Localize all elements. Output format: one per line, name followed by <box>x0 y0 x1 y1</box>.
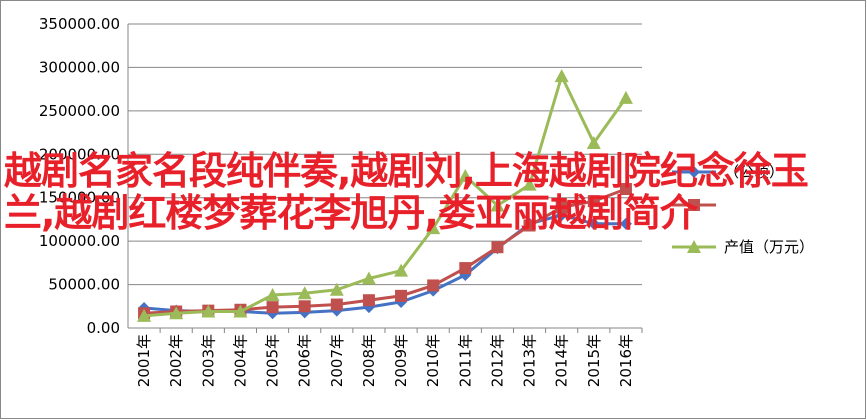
y-tick-label: 0.00 <box>87 319 120 337</box>
x-tick-label: 2015年 <box>585 334 603 387</box>
marker <box>362 294 375 307</box>
marker <box>554 69 569 83</box>
x-tick-label: 2007年 <box>328 334 346 387</box>
x-tick-label: 2008年 <box>360 334 378 387</box>
legend-label: 产值（万元） <box>724 238 814 256</box>
marker <box>490 198 505 212</box>
marker <box>688 166 700 178</box>
y-tick-label: 300000.00 <box>39 58 120 76</box>
marker <box>587 217 600 230</box>
x-tick-label: 2005年 <box>264 334 282 387</box>
marker <box>361 271 376 285</box>
y-tick-label: 50000.00 <box>48 276 120 294</box>
x-tick-label: 2011年 <box>456 334 474 387</box>
series-line <box>143 71 628 318</box>
x-tick-label: 2013年 <box>521 334 539 387</box>
x-tick-label: 2006年 <box>296 334 314 387</box>
x-tick-label: 2014年 <box>553 334 571 387</box>
y-tick-label: 250000.00 <box>39 102 120 120</box>
legend-label: （公顷） <box>724 163 784 181</box>
marker <box>688 199 700 211</box>
marker <box>329 282 344 296</box>
marker <box>426 221 441 235</box>
marker <box>266 301 279 314</box>
marker <box>395 289 408 302</box>
marker <box>687 240 701 253</box>
y-tick-label: 350000.00 <box>39 15 120 33</box>
marker <box>265 287 280 301</box>
y-tick-label: 150000.00 <box>39 189 120 207</box>
marker <box>587 195 600 208</box>
x-tick-label: 2004年 <box>231 334 249 387</box>
marker <box>201 304 216 318</box>
marker <box>458 169 473 182</box>
marker <box>491 241 504 254</box>
marker <box>459 262 472 275</box>
x-tick-label: 2016年 <box>617 334 635 387</box>
x-tick-label: 2002年 <box>167 334 185 387</box>
x-tick-label: 2001年 <box>135 334 153 387</box>
marker <box>586 135 601 149</box>
marker <box>298 300 311 313</box>
marker <box>330 298 343 311</box>
x-tick-label: 2009年 <box>392 334 410 387</box>
marker <box>618 90 633 104</box>
marker <box>169 306 184 320</box>
overlay-text: 越剧名家名段纯伴奏,越剧刘,上海越剧院纪念徐玉兰,越剧红楼梦葬花李旭丹,娄亚丽越… <box>4 149 809 235</box>
marker <box>297 286 312 300</box>
y-tick-label: 100000.00 <box>39 232 120 250</box>
marker <box>555 201 568 214</box>
x-tick-label: 2012年 <box>488 334 506 387</box>
marker <box>619 183 632 196</box>
x-tick-label: 2003年 <box>199 334 217 387</box>
marker <box>233 304 248 318</box>
y-tick-label: 200000.00 <box>39 145 120 163</box>
marker <box>427 279 440 292</box>
marker <box>619 217 632 230</box>
marker <box>137 308 152 322</box>
marker <box>394 263 409 277</box>
marker <box>522 177 537 191</box>
marker <box>523 219 536 232</box>
x-tick-label: 2010年 <box>424 334 442 387</box>
